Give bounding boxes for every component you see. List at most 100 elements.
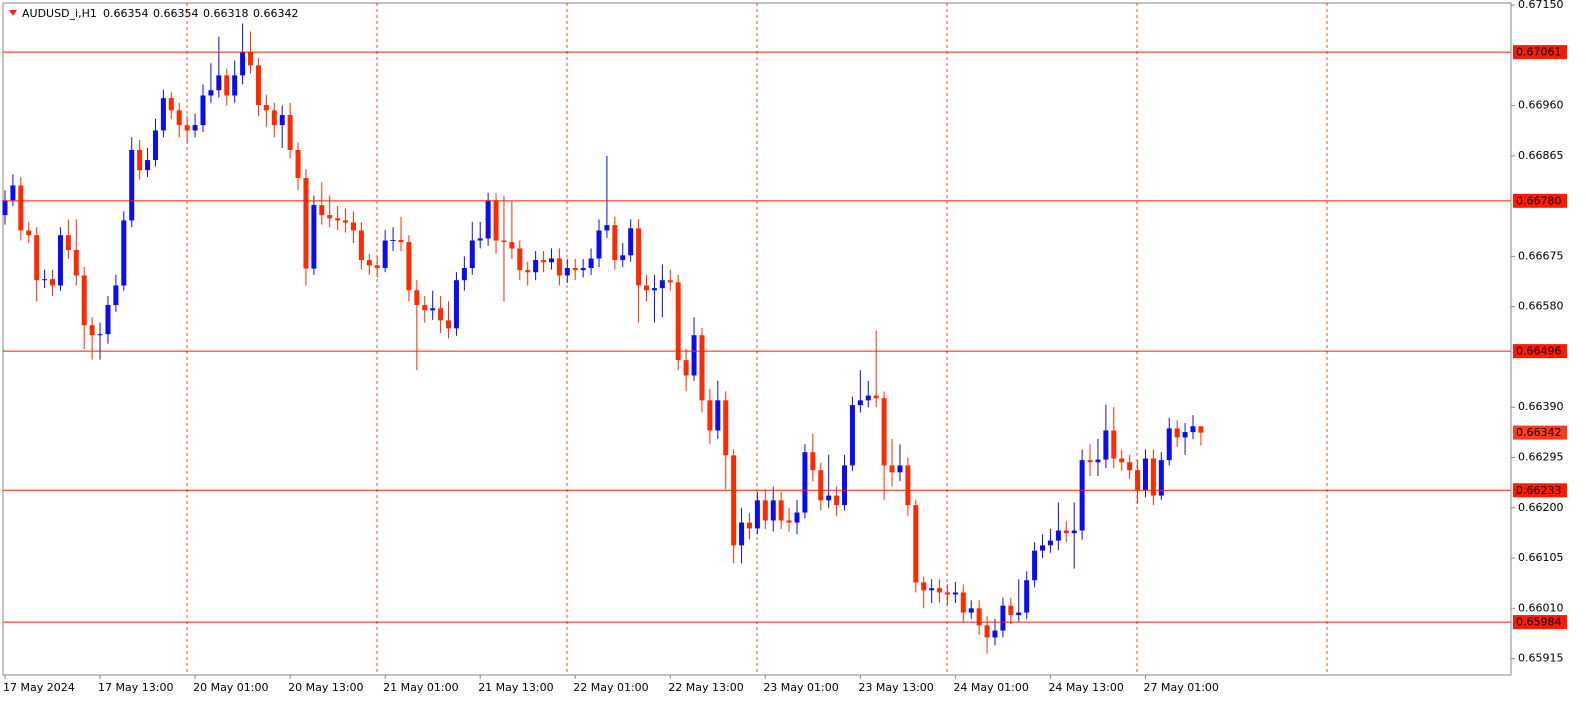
y-tick-label: 0.65915 xyxy=(1518,652,1564,665)
level-label: 0.67061 xyxy=(1516,46,1562,59)
candle-body xyxy=(723,400,729,456)
header-low: 0.66318 xyxy=(203,7,249,20)
candle-body xyxy=(240,52,246,76)
candle-body xyxy=(26,230,32,236)
candle-body xyxy=(1198,426,1204,433)
candle-body xyxy=(1111,430,1117,459)
candle-body xyxy=(129,150,135,221)
candle-body xyxy=(604,225,610,231)
y-tick-label: 0.67150 xyxy=(1518,0,1564,11)
candle-body xyxy=(469,240,475,269)
candle-body xyxy=(548,258,554,263)
candle-body xyxy=(517,248,523,271)
candle-body xyxy=(430,308,436,311)
candle-body xyxy=(477,238,483,241)
candle-body xyxy=(580,268,586,271)
candle-body xyxy=(762,500,768,521)
candle-body xyxy=(849,405,855,466)
candle-body xyxy=(937,588,943,593)
candle-body xyxy=(802,452,808,513)
candle-body xyxy=(731,455,737,546)
candle-body xyxy=(224,75,230,96)
candle-body xyxy=(42,279,48,281)
x-tick-label: 21 May 01:00 xyxy=(383,681,458,694)
candle-body xyxy=(1071,530,1077,534)
candle-body xyxy=(644,285,650,291)
candle-body xyxy=(786,520,792,523)
candle-body xyxy=(1135,470,1141,491)
candle-body xyxy=(18,185,24,231)
header-open: 0.66354 xyxy=(103,7,149,20)
candle-body xyxy=(620,255,626,261)
candle-body xyxy=(1158,460,1164,496)
candle-body xyxy=(746,522,752,529)
candle-body xyxy=(398,239,404,243)
candle-body xyxy=(168,98,174,111)
candle-body xyxy=(675,282,681,361)
candle-body xyxy=(414,290,420,306)
candle-body xyxy=(651,288,657,291)
candle-body xyxy=(10,185,16,201)
candle-body xyxy=(184,125,190,131)
collapse-arrow[interactable] xyxy=(9,10,17,16)
header-close: 0.66342 xyxy=(253,7,299,20)
candle-body xyxy=(1190,426,1196,433)
level-label: 0.66780 xyxy=(1516,194,1562,207)
x-tick-label: 24 May 01:00 xyxy=(953,681,1028,694)
x-tick-label: 23 May 13:00 xyxy=(858,681,933,694)
candle-body xyxy=(533,260,539,273)
level-label-box xyxy=(1513,483,1567,498)
candle-body xyxy=(485,200,491,239)
candle-body xyxy=(715,400,721,431)
candle-body xyxy=(1008,605,1014,616)
level-label: 0.66496 xyxy=(1516,345,1562,358)
candle-body xyxy=(335,218,341,221)
candle-body xyxy=(176,110,182,126)
candle-body xyxy=(350,222,356,231)
y-tick-label: 0.66200 xyxy=(1518,501,1564,514)
candle-body xyxy=(739,522,745,546)
candle-body xyxy=(1182,432,1188,438)
candle-body xyxy=(810,452,816,471)
candle-body xyxy=(636,228,642,286)
level-label-box xyxy=(1513,615,1567,630)
level-label: 0.66233 xyxy=(1516,484,1562,497)
candle-body xyxy=(1150,458,1156,496)
candle-body xyxy=(248,52,254,66)
candle-body xyxy=(327,215,333,219)
candle-body xyxy=(358,230,364,261)
candle-body xyxy=(145,160,151,171)
candle-body xyxy=(1040,545,1046,551)
candle-body xyxy=(1142,458,1148,491)
candle-body xyxy=(121,220,127,286)
candle-body xyxy=(1024,580,1030,613)
candle-body xyxy=(1119,458,1125,463)
candle-body xyxy=(50,279,56,286)
level-label-box xyxy=(1513,193,1567,208)
candle-body xyxy=(897,465,903,473)
candle-body xyxy=(960,592,966,613)
candle-body xyxy=(1016,612,1022,616)
candle-body xyxy=(659,280,665,289)
candle-body xyxy=(1047,540,1053,546)
candle-body xyxy=(446,320,452,329)
candle-body xyxy=(691,335,697,376)
candle-body xyxy=(343,220,349,223)
candle-body xyxy=(834,495,840,506)
candle-body xyxy=(73,250,79,276)
y-tick-label: 0.66295 xyxy=(1518,450,1564,463)
candle-body xyxy=(422,305,428,311)
current-price-label: 0.66342 xyxy=(1516,426,1562,439)
x-tick-label: 17 May 2024 xyxy=(3,681,75,694)
y-tick-label: 0.66580 xyxy=(1518,300,1564,313)
candle-body xyxy=(113,285,119,306)
candle-body xyxy=(216,75,222,91)
candle-body xyxy=(683,360,689,376)
candle-body xyxy=(818,470,824,501)
candle-body xyxy=(303,178,309,269)
level-label: 0.65984 xyxy=(1516,616,1562,629)
candle-body xyxy=(1063,530,1069,534)
candle-body xyxy=(857,400,863,406)
y-tick-label: 0.66390 xyxy=(1518,400,1564,413)
